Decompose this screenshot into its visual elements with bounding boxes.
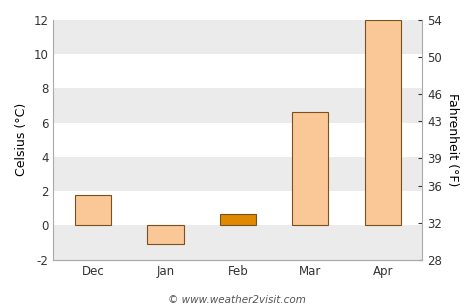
Y-axis label: Fahrenheit (°F): Fahrenheit (°F): [446, 93, 459, 187]
Bar: [54, 20, 422, 54]
Bar: [75, 195, 111, 225]
Bar: [147, 225, 183, 244]
Y-axis label: Celsius (°C): Celsius (°C): [15, 103, 28, 176]
Text: © www.weather2visit.com: © www.weather2visit.com: [168, 295, 306, 305]
Bar: [220, 213, 256, 225]
Bar: [54, 225, 422, 260]
Bar: [292, 112, 328, 225]
Bar: [365, 20, 401, 225]
Bar: [54, 88, 422, 123]
Bar: [54, 157, 422, 191]
